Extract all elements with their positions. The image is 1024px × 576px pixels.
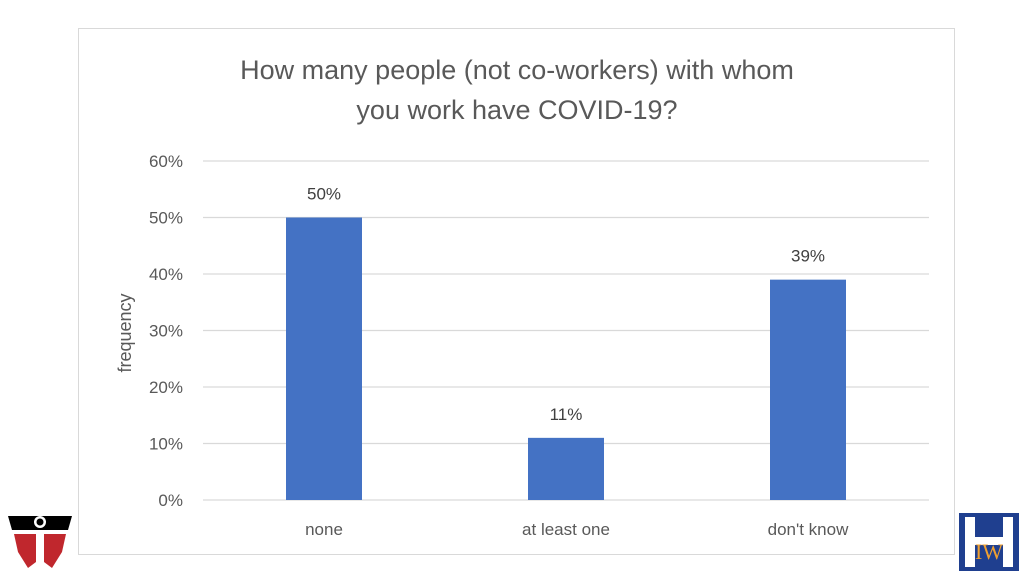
iwh-logo-icon: IW xyxy=(959,513,1019,571)
data-label: 39% xyxy=(791,247,825,266)
x-tick-label: none xyxy=(305,520,343,539)
x-tick-label: don't know xyxy=(768,520,849,539)
x-tick-label: at least one xyxy=(522,520,610,539)
y-tick-label: 50% xyxy=(149,209,183,228)
y-tick-label: 60% xyxy=(149,152,183,171)
y-tick-label: 0% xyxy=(158,491,183,510)
chart-title-line-1: How many people (not co-workers) with wh… xyxy=(240,55,794,85)
y-tick-label: 20% xyxy=(149,378,183,397)
iwh-logo-text: IW xyxy=(975,539,1003,564)
bar-2 xyxy=(770,279,846,500)
data-label: 11% xyxy=(550,405,583,424)
bar-1 xyxy=(528,437,604,500)
y-axis-title: frequency xyxy=(115,293,135,372)
data-label: 50% xyxy=(307,185,341,204)
y-tick-label: 10% xyxy=(149,435,183,454)
bar-0 xyxy=(286,217,362,500)
x-tick-labels: none at least one don't know xyxy=(305,520,849,539)
red-shield-logo-icon xyxy=(8,516,72,568)
y-tick-labels: 0% 10% 20% 30% 40% 50% 60% xyxy=(149,152,183,510)
chart-svg: How many people (not co-workers) with wh… xyxy=(115,55,929,539)
y-tick-label: 40% xyxy=(149,265,183,284)
chart-title-line-2: you work have COVID-19? xyxy=(356,95,677,125)
y-tick-label: 30% xyxy=(149,322,183,341)
bars: 50% 11% 39% xyxy=(286,185,846,500)
chart-frame: How many people (not co-workers) with wh… xyxy=(78,28,955,555)
